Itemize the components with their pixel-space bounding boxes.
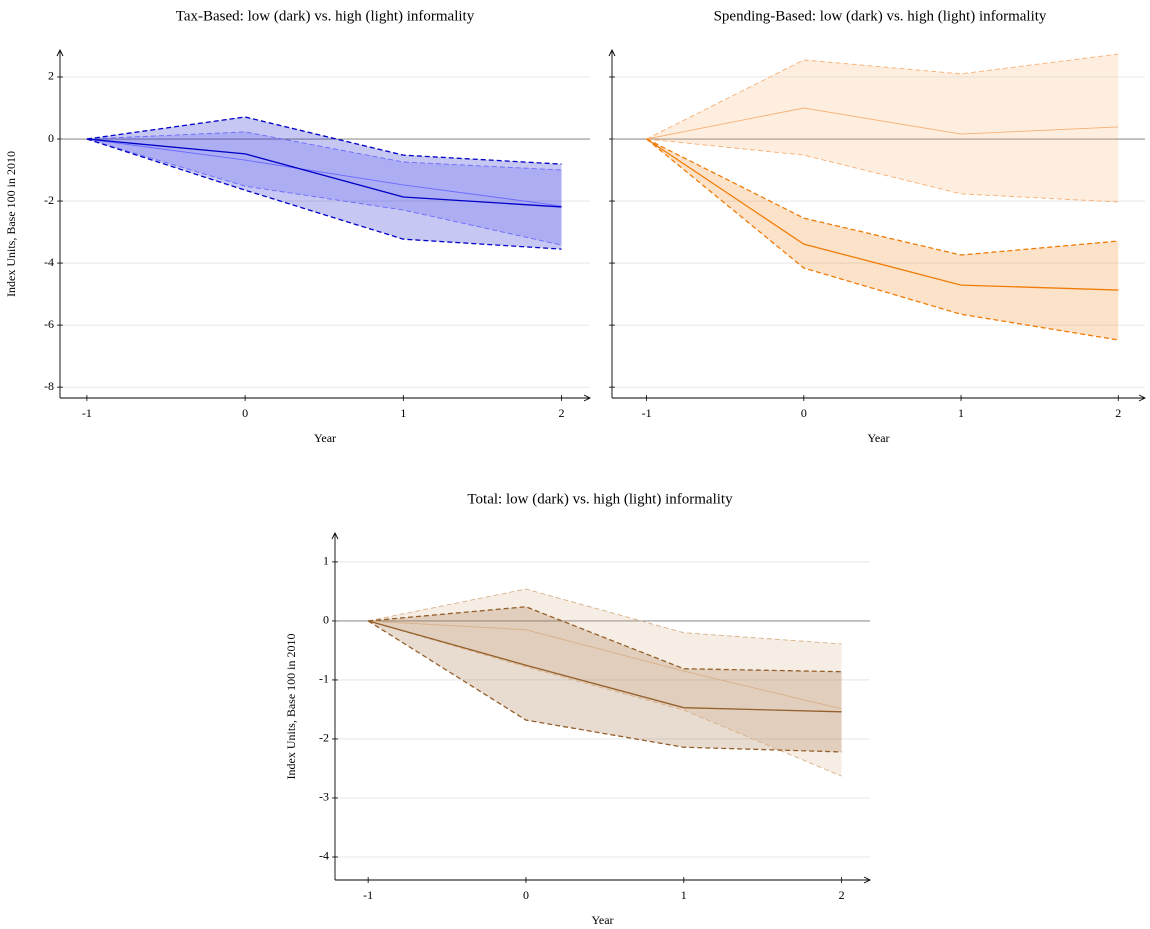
x-tick-label: 1 xyxy=(681,888,687,902)
y-axis-label: Index Units, Base 100 in 2010 xyxy=(4,151,18,297)
x-tick-label: 2 xyxy=(839,888,845,902)
estimate-line xyxy=(368,620,842,710)
x-tick-label: 2 xyxy=(1115,406,1121,420)
x-tick-label: 2 xyxy=(559,406,565,420)
y-axis-arrow xyxy=(331,531,339,540)
x-axis-label: Year xyxy=(314,431,336,445)
x-tick-label: 0 xyxy=(523,888,529,902)
y-tick-label: -4 xyxy=(319,849,329,863)
y-tick-label: -2 xyxy=(44,193,54,207)
x-tick-label: 0 xyxy=(242,406,248,420)
y-tick-label: 1 xyxy=(323,554,329,568)
x-tick-label: -1 xyxy=(363,888,373,902)
bound-line xyxy=(368,620,842,777)
estimate-line xyxy=(646,107,1119,140)
bound-line xyxy=(367,620,842,753)
x-tick-label: 1 xyxy=(958,406,964,420)
y-tick-label: -2 xyxy=(319,731,329,745)
y-tick-label: -4 xyxy=(44,255,54,269)
x-axis-label: Year xyxy=(867,431,889,445)
x-axis-arrow xyxy=(863,876,872,884)
y-axis-arrow xyxy=(608,48,616,57)
y-tick-label: -8 xyxy=(44,379,54,393)
y-tick-label: -6 xyxy=(44,317,54,331)
bound-line xyxy=(86,138,562,250)
bound-line xyxy=(86,138,562,246)
y-tick-label: 2 xyxy=(48,69,54,83)
estimate-line xyxy=(646,138,1119,291)
y-tick-label: 0 xyxy=(48,131,54,145)
confidence-band xyxy=(368,606,842,752)
x-tick-label: -1 xyxy=(82,406,92,420)
bound-line xyxy=(368,588,842,645)
y-axis-arrow xyxy=(56,48,64,57)
confidence-band xyxy=(646,54,1119,202)
y-tick-label: -3 xyxy=(319,790,329,804)
chart-title: Total: low (dark) vs. high (light) infor… xyxy=(467,491,733,507)
chart-title: Tax-Based: low (dark) vs. high (light) i… xyxy=(176,8,475,24)
estimate-line xyxy=(367,620,842,713)
confidence-band xyxy=(86,131,562,246)
bound-line xyxy=(646,138,1119,256)
x-tick-label: 1 xyxy=(400,406,406,420)
confidence-band xyxy=(646,139,1119,340)
x-axis-arrow xyxy=(583,394,592,402)
y-axis-label: Index Units, Base 100 in 2010 xyxy=(284,634,298,780)
bound-line xyxy=(368,606,842,673)
x-axis-arrow xyxy=(1138,394,1147,402)
estimate-line xyxy=(86,138,562,208)
chart-title: Spending-Based: low (dark) vs. high (lig… xyxy=(714,8,1047,24)
x-tick-label: -1 xyxy=(642,406,652,420)
y-tick-label: 0 xyxy=(323,613,329,627)
confidence-band xyxy=(86,116,562,250)
bound-line xyxy=(86,116,562,165)
estimate-line xyxy=(86,138,562,207)
x-tick-label: 0 xyxy=(801,406,807,420)
x-axis-label: Year xyxy=(591,913,613,927)
y-tick-label: -1 xyxy=(319,672,329,686)
